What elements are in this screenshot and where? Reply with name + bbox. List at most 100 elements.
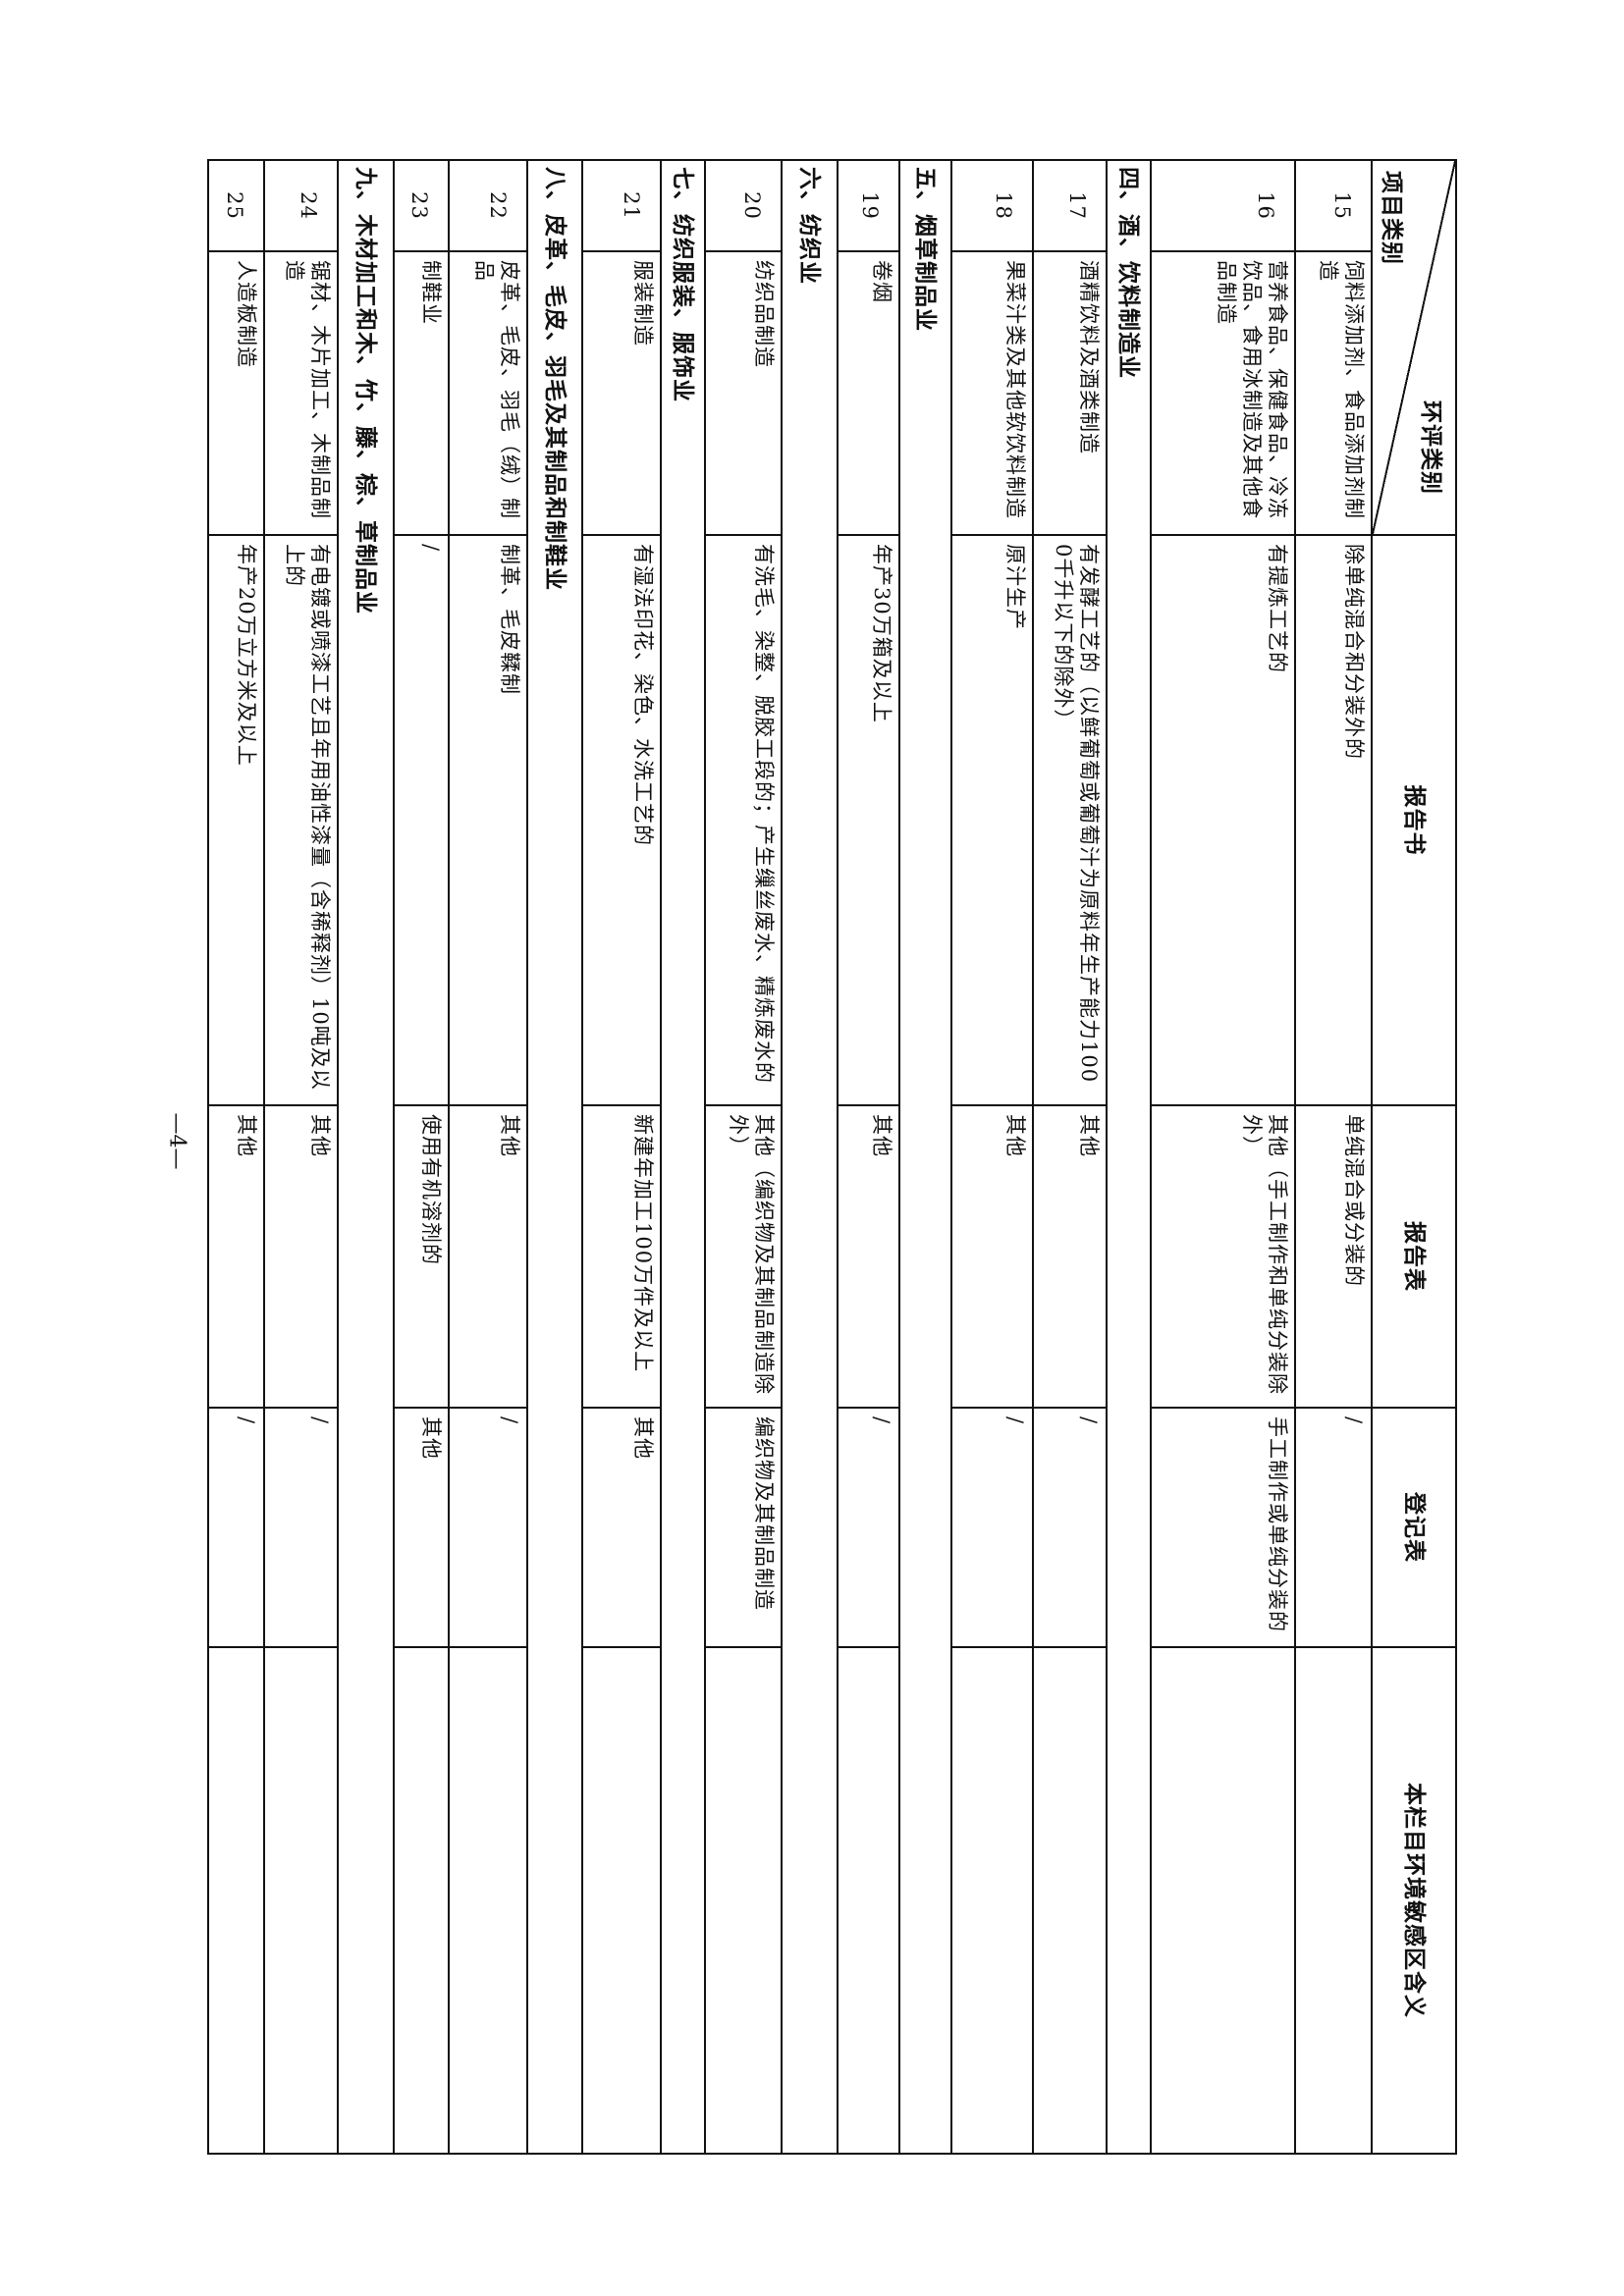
report-form-cell: 其他（编织物及其制品制造除外） xyxy=(705,1105,782,1408)
item-number: 19 xyxy=(838,160,899,251)
report-form-cell: 其他 xyxy=(208,1105,264,1408)
report-form-cell: 其他 xyxy=(951,1105,1033,1408)
corner-bottom-label: 项目类别 xyxy=(1379,171,1405,265)
item-name: 纺织品制造 xyxy=(705,251,782,535)
item-number: 25 xyxy=(208,160,264,251)
corner-top-label: 环评类别 xyxy=(1418,400,1444,495)
register-cell: 其他 xyxy=(582,1408,661,1647)
section-title: 四、酒、饮料制造业 xyxy=(1107,160,1151,2154)
register-cell: 手工制作或单纯分装的 xyxy=(1151,1408,1295,1647)
section-title: 八、皮革、毛皮、羽毛及其制品和制鞋业 xyxy=(527,160,582,2154)
corner-header-cell: 环评类别 项目类别 xyxy=(1372,160,1456,535)
sensitive-area-cell xyxy=(951,1647,1033,2154)
sensitive-area-cell xyxy=(1151,1647,1295,2154)
section-row: 四、酒、饮料制造业 xyxy=(1107,160,1151,2154)
sensitive-area-cell xyxy=(1295,1647,1372,2154)
register-cell: / xyxy=(1295,1408,1372,1647)
sensitive-area-cell xyxy=(1033,1647,1107,2154)
report-book-cell: 除单纯混合和分装外的 xyxy=(1295,535,1372,1105)
item-number: 16 xyxy=(1151,160,1295,251)
report-book-cell: 制革、毛皮鞣制 xyxy=(449,535,527,1105)
section-row: 八、皮革、毛皮、羽毛及其制品和制鞋业 xyxy=(527,160,582,2154)
item-name: 制鞋业 xyxy=(394,251,449,535)
report-book-cell: 有电镀或喷漆工艺且年用油性漆量（含稀释剂）10吨及以上的 xyxy=(264,535,338,1105)
register-cell: / xyxy=(449,1408,527,1647)
sensitive-area-cell xyxy=(705,1647,782,2154)
report-form-cell: 其他 xyxy=(1033,1105,1107,1408)
table-row: 19 卷烟 年产30万箱及以上 其他 / xyxy=(838,160,899,2154)
item-number: 17 xyxy=(1033,160,1107,251)
item-name: 酒精饮料及酒类制造 xyxy=(1033,251,1107,535)
report-form-cell: 其他 xyxy=(449,1105,527,1408)
header-report-book: 报告书 xyxy=(1372,535,1456,1105)
eia-category-table: 环评类别 项目类别 报告书 报告表 登记表 本栏目环境敏感区含义 15 饲料添加… xyxy=(207,159,1457,2155)
page-number: —4— xyxy=(164,1112,189,1170)
report-book-cell: 有发酵工艺的（以鲜葡萄或葡萄汁为原料年生产能力1000千升以下的除外） xyxy=(1033,535,1107,1105)
table-row: 21 服装制造 有湿法印花、染色、水洗工艺的 新建年加工100万件及以上 其他 xyxy=(582,160,661,2154)
item-number: 23 xyxy=(394,160,449,251)
report-form-cell: 其他 xyxy=(838,1105,899,1408)
section-title: 七、纺织服装、服饰业 xyxy=(661,160,705,2154)
header-register: 登记表 xyxy=(1372,1408,1456,1647)
report-book-cell: 年产30万箱及以上 xyxy=(838,535,899,1105)
report-book-cell: 年产20万立方米及以上 xyxy=(208,535,264,1105)
table-row: 25 人造板制造 年产20万立方米及以上 其他 / xyxy=(208,160,264,2154)
item-number: 18 xyxy=(951,160,1033,251)
item-name: 果菜汁类及其他软饮料制造 xyxy=(951,251,1033,535)
item-name: 营养食品、保健食品、冷冻饮品、食用冰制造及其他食品制造 xyxy=(1151,251,1295,535)
table-row: 16 营养食品、保健食品、冷冻饮品、食用冰制造及其他食品制造 有提炼工艺的 其他… xyxy=(1151,160,1295,2154)
item-name: 皮革、毛皮、羽毛（绒）制品 xyxy=(449,251,527,535)
table-row: 15 饲料添加剂、食品添加剂制造 除单纯混合和分装外的 单纯混合或分装的 / xyxy=(1295,160,1372,2154)
report-book-cell: 有湿法印花、染色、水洗工艺的 xyxy=(582,535,661,1105)
table-row: 17 酒精饮料及酒类制造 有发酵工艺的（以鲜葡萄或葡萄汁为原料年生产能力1000… xyxy=(1033,160,1107,2154)
item-name: 饲料添加剂、食品添加剂制造 xyxy=(1295,251,1372,535)
table-row: 24 锯材、木片加工、木制品制造 有电镀或喷漆工艺且年用油性漆量（含稀释剂）10… xyxy=(264,160,338,2154)
register-cell: 编织物及其制品制造 xyxy=(705,1408,782,1647)
report-book-cell: 有提炼工艺的 xyxy=(1151,535,1295,1105)
report-book-cell: 有洗毛、染整、脱胶工段的；产生缫丝废水、精炼废水的 xyxy=(705,535,782,1105)
item-name: 卷烟 xyxy=(838,251,899,535)
sensitive-area-cell xyxy=(449,1647,527,2154)
sensitive-area-cell xyxy=(208,1647,264,2154)
register-cell: / xyxy=(951,1408,1033,1647)
register-cell: / xyxy=(208,1408,264,1647)
sensitive-area-cell xyxy=(394,1647,449,2154)
item-name: 锯材、木片加工、木制品制造 xyxy=(264,251,338,535)
item-number: 15 xyxy=(1295,160,1372,251)
table-row: 22 皮革、毛皮、羽毛（绒）制品 制革、毛皮鞣制 其他 / xyxy=(449,160,527,2154)
table-row: 23 制鞋业 / 使用有机溶剂的 其他 xyxy=(394,160,449,2154)
item-name: 服装制造 xyxy=(582,251,661,535)
section-row: 五、烟草制品业 xyxy=(899,160,951,2154)
report-form-cell: 其他 xyxy=(264,1105,338,1408)
section-title: 五、烟草制品业 xyxy=(899,160,951,2154)
report-book-cell: / xyxy=(394,535,449,1105)
sensitive-area-cell xyxy=(582,1647,661,2154)
item-name: 人造板制造 xyxy=(208,251,264,535)
section-title: 九、木材加工和木、竹、藤、棕、草制品业 xyxy=(338,160,394,2154)
sensitive-area-cell xyxy=(264,1647,338,2154)
header-report-form: 报告表 xyxy=(1372,1105,1456,1408)
item-number: 20 xyxy=(705,160,782,251)
register-cell: / xyxy=(264,1408,338,1647)
item-number: 21 xyxy=(582,160,661,251)
report-form-cell: 其他（手工制作和单纯分装除外） xyxy=(1151,1105,1295,1408)
item-number: 22 xyxy=(449,160,527,251)
report-form-cell: 单纯混合或分装的 xyxy=(1295,1105,1372,1408)
section-row: 六、纺织业 xyxy=(782,160,838,2154)
report-form-cell: 使用有机溶剂的 xyxy=(394,1105,449,1408)
report-book-cell: 原汁生产 xyxy=(951,535,1033,1105)
section-row: 七、纺织服装、服饰业 xyxy=(661,160,705,2154)
table-row: 18 果菜汁类及其他软饮料制造 原汁生产 其他 / xyxy=(951,160,1033,2154)
item-number: 24 xyxy=(264,160,338,251)
rotated-page-content: 环评类别 项目类别 报告书 报告表 登记表 本栏目环境敏感区含义 15 饲料添加… xyxy=(207,159,1457,2155)
section-title: 六、纺织业 xyxy=(782,160,838,2154)
register-cell: / xyxy=(838,1408,899,1647)
header-row: 环评类别 项目类别 报告书 报告表 登记表 本栏目环境敏感区含义 xyxy=(1372,160,1456,2154)
register-cell: 其他 xyxy=(394,1408,449,1647)
header-sensitive-area: 本栏目环境敏感区含义 xyxy=(1372,1647,1456,2154)
report-form-cell: 新建年加工100万件及以上 xyxy=(582,1105,661,1408)
section-row: 九、木材加工和木、竹、藤、棕、草制品业 xyxy=(338,160,394,2154)
table-row: 20 纺织品制造 有洗毛、染整、脱胶工段的；产生缫丝废水、精炼废水的 其他（编织… xyxy=(705,160,782,2154)
register-cell: / xyxy=(1033,1408,1107,1647)
sensitive-area-cell xyxy=(838,1647,899,2154)
